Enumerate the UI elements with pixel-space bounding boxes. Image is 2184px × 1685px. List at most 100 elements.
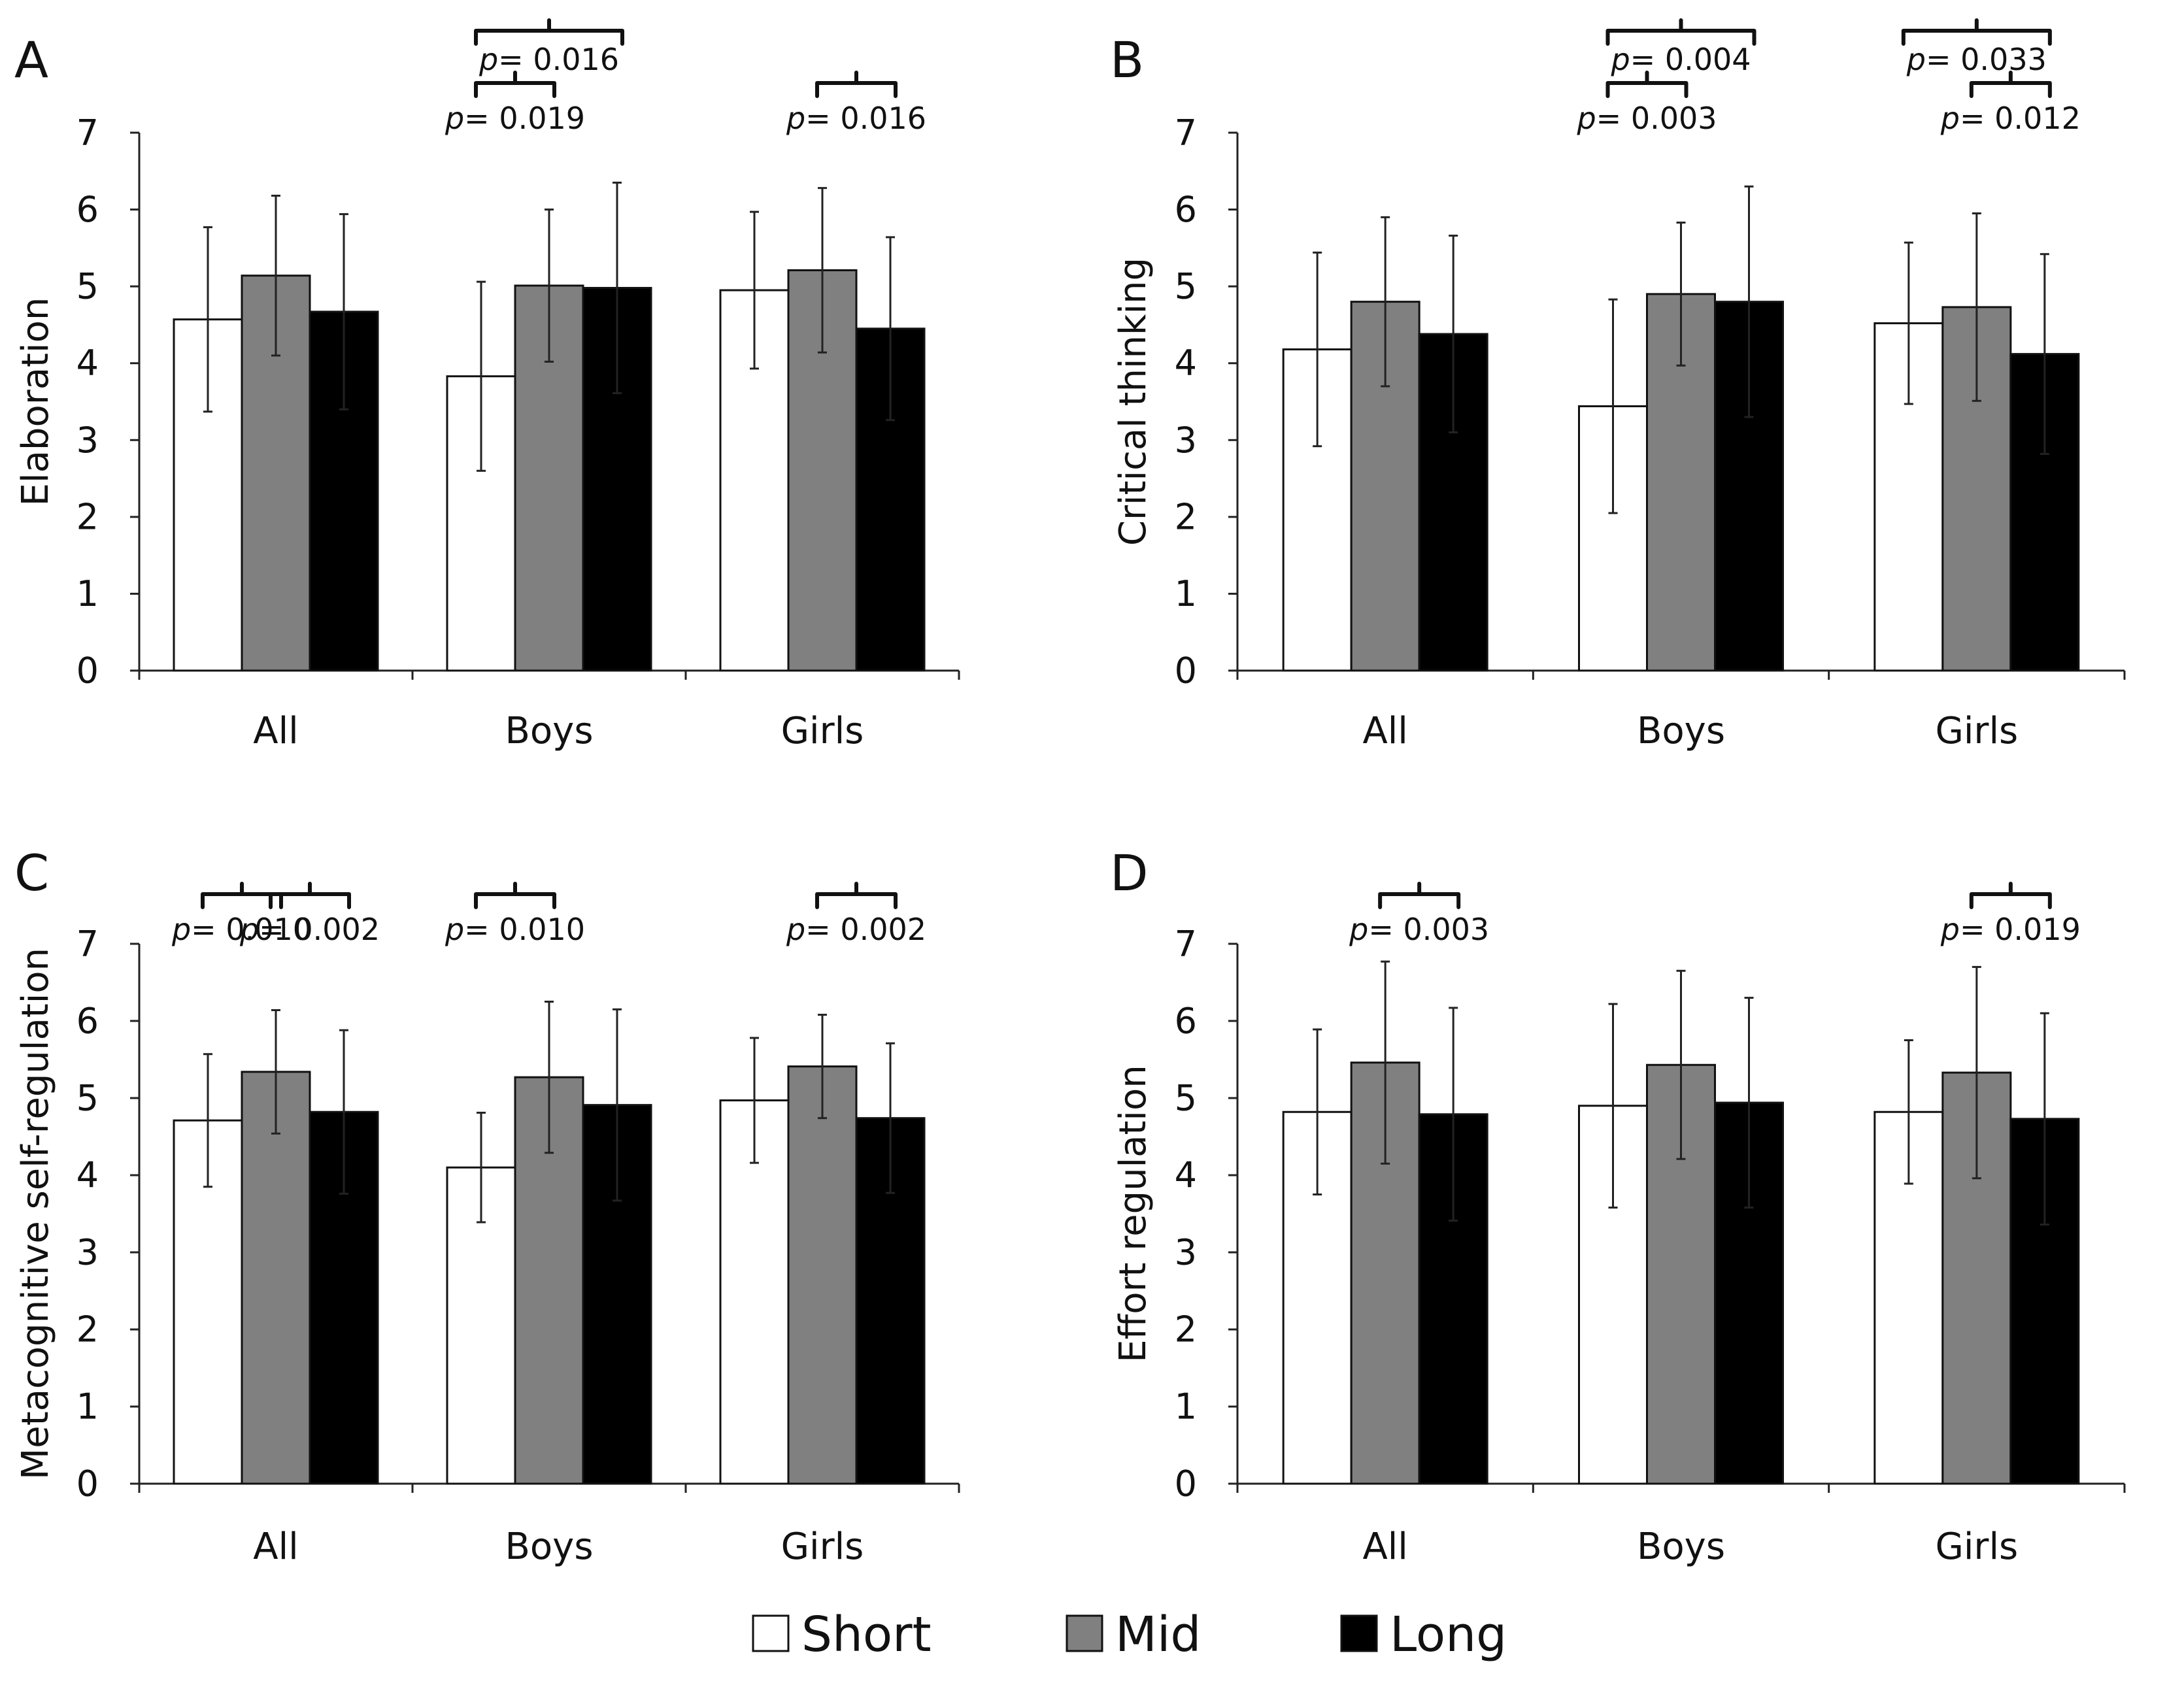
bar-mid bbox=[241, 1071, 311, 1485]
y-tick-label: 0 bbox=[76, 1463, 99, 1505]
panel-letter: A bbox=[14, 31, 48, 89]
p-symbol: p bbox=[1349, 912, 1368, 947]
p-value-label: p= 0.002 bbox=[239, 912, 380, 947]
p-value: = 0.016 bbox=[498, 42, 619, 77]
p-value-label: p= 0.002 bbox=[786, 912, 926, 947]
p-value-label: p= 0.003 bbox=[1576, 101, 1717, 136]
p-value: = 0.004 bbox=[1630, 42, 1751, 77]
y-tick-label: 2 bbox=[1175, 496, 1197, 537]
y-tick-label: 1 bbox=[76, 573, 99, 614]
p-value-label: p= 0.010 bbox=[171, 912, 312, 947]
p-value-label: p= 0.019 bbox=[445, 101, 585, 136]
y-tick-label: 1 bbox=[1175, 1386, 1197, 1427]
p-symbol: p bbox=[479, 42, 498, 77]
y-tick-label: 3 bbox=[76, 420, 99, 461]
p-value-label: p= 0.033 bbox=[1906, 42, 2047, 77]
x-category-label: Girls bbox=[1935, 710, 2018, 752]
x-category-label: All bbox=[1362, 710, 1407, 752]
p-symbol: p bbox=[445, 101, 464, 136]
legend-swatch-long bbox=[1340, 1614, 1378, 1652]
y-tick-label: 6 bbox=[76, 189, 99, 230]
p-value: = 0.002 bbox=[259, 912, 380, 947]
p-symbol: p bbox=[1940, 912, 1960, 947]
y-tick-label: 7 bbox=[1175, 112, 1197, 154]
p-symbol: p bbox=[445, 912, 464, 947]
x-category-label: Girls bbox=[781, 1526, 864, 1568]
y-tick-label: 0 bbox=[1175, 650, 1197, 692]
p-symbol: p bbox=[239, 912, 259, 947]
p-value-label: p= 0.003 bbox=[1349, 912, 1489, 947]
y-tick-label: 0 bbox=[76, 650, 99, 692]
x-category-label: Boys bbox=[1637, 710, 1725, 752]
significance-bracket bbox=[474, 71, 556, 98]
y-tick-label: 6 bbox=[1175, 189, 1197, 230]
y-tick-label: 1 bbox=[76, 1386, 99, 1427]
p-value-label: p= 0.016 bbox=[786, 101, 926, 136]
p-value: = 0.012 bbox=[1960, 101, 2081, 136]
p-value: = 0.019 bbox=[464, 101, 585, 136]
significance-bracket bbox=[474, 18, 624, 46]
y-axis-label: Elaboration bbox=[14, 297, 57, 507]
y-tick-label: 5 bbox=[1175, 266, 1197, 307]
x-category-label: Girls bbox=[1935, 1526, 2018, 1568]
p-value: = 0.003 bbox=[1596, 101, 1717, 136]
p-value: = 0.003 bbox=[1368, 912, 1489, 947]
significance-bracket bbox=[815, 882, 898, 909]
legend-label-mid: Mid bbox=[1115, 1607, 1201, 1663]
y-tick-label: 1 bbox=[1175, 573, 1197, 614]
significance-bracket bbox=[1969, 882, 2052, 909]
bar-long bbox=[1418, 1113, 1488, 1485]
y-tick-label: 6 bbox=[76, 1001, 99, 1042]
p-value-label: p= 0.004 bbox=[1610, 42, 1751, 77]
y-tick-label: 5 bbox=[1175, 1078, 1197, 1119]
y-tick-label: 2 bbox=[76, 496, 99, 537]
y-axis-label: Effort regulation bbox=[1112, 1065, 1154, 1362]
y-axis-label: Critical thinking bbox=[1112, 258, 1154, 546]
p-value: = 0.019 bbox=[1960, 912, 2081, 947]
significance-bracket bbox=[1605, 18, 1756, 46]
p-value: = 0.002 bbox=[805, 912, 926, 947]
legend-swatch-short bbox=[752, 1614, 790, 1652]
p-value: = 0.033 bbox=[1926, 42, 2047, 77]
y-tick-label: 6 bbox=[1175, 1001, 1197, 1042]
p-symbol: p bbox=[1610, 42, 1630, 77]
y-tick-label: 2 bbox=[1175, 1309, 1197, 1350]
p-symbol: p bbox=[1906, 42, 1926, 77]
x-category-label: Boys bbox=[1637, 1526, 1725, 1568]
panel-letter: C bbox=[14, 844, 49, 902]
p-symbol: p bbox=[1940, 101, 1960, 136]
significance-bracket bbox=[815, 71, 898, 98]
p-value-label: p= 0.012 bbox=[1940, 101, 2081, 136]
significance-bracket bbox=[1378, 882, 1461, 909]
y-tick-label: 4 bbox=[1175, 342, 1197, 384]
x-category-label: All bbox=[1362, 1526, 1407, 1568]
y-tick-label: 3 bbox=[1175, 1232, 1197, 1273]
p-symbol: p bbox=[786, 101, 805, 136]
y-axis-label: Metacognitive self-regulation bbox=[14, 948, 57, 1480]
y-tick-label: 4 bbox=[76, 1155, 99, 1196]
x-category-label: Boys bbox=[505, 710, 594, 752]
significance-bracket bbox=[201, 882, 283, 909]
y-tick-label: 3 bbox=[1175, 420, 1197, 461]
significance-bracket bbox=[1901, 18, 2052, 46]
p-value-label: p= 0.016 bbox=[479, 42, 619, 77]
legend-swatch-mid bbox=[1066, 1614, 1103, 1652]
panel-letter: D bbox=[1110, 844, 1149, 902]
y-tick-label: 7 bbox=[76, 112, 99, 154]
legend-label-short: Short bbox=[801, 1607, 932, 1663]
panel-letter: B bbox=[1110, 31, 1144, 89]
significance-bracket bbox=[1969, 71, 2052, 98]
panel-c: C Metacognitive self-regulation 0 1 2 3 4 5 6 7 Al… bbox=[14, 844, 960, 1568]
significance-bracket bbox=[1605, 71, 1688, 98]
bar-mid bbox=[787, 1065, 858, 1485]
x-category-label: All bbox=[253, 1526, 298, 1568]
y-tick-label: 4 bbox=[76, 342, 99, 384]
p-value: = 0.010 bbox=[464, 912, 585, 947]
p-symbol: p bbox=[786, 912, 805, 947]
x-category-label: All bbox=[253, 710, 298, 752]
